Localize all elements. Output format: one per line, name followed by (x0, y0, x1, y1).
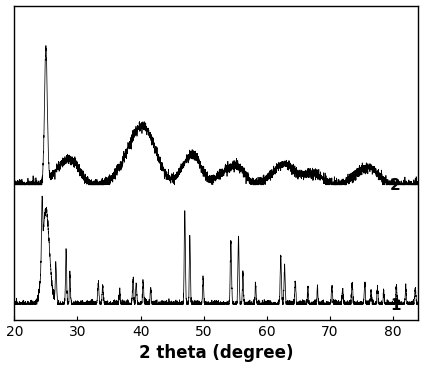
Text: 1: 1 (390, 298, 401, 313)
X-axis label: 2 theta (degree): 2 theta (degree) (139, 344, 294, 362)
Text: 2: 2 (390, 178, 401, 194)
